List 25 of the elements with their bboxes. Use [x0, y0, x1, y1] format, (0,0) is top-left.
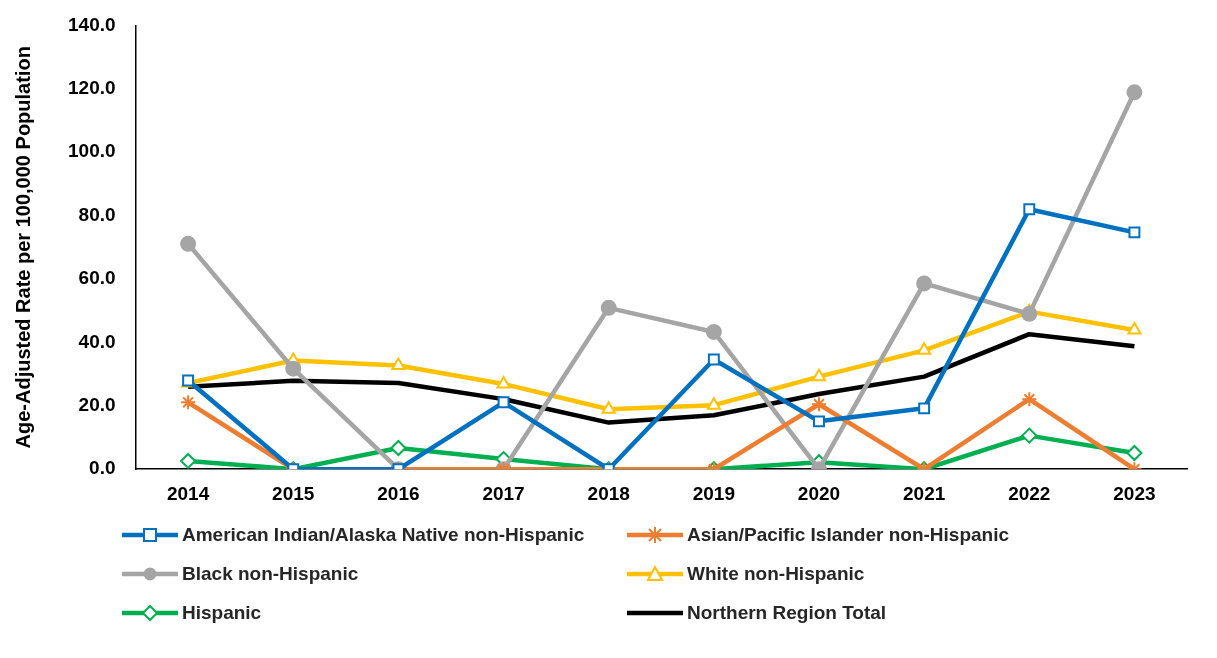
- legend-label: American Indian/Alaska Native non-Hispanic: [182, 524, 585, 546]
- y-tick-label: 80.0: [78, 203, 116, 225]
- y-tick-label: 140.0: [68, 13, 116, 35]
- y-tick-label: 60.0: [78, 267, 116, 289]
- x-tick-label: 2018: [587, 482, 630, 504]
- y-axis-title: Age-Adjusted Rate per 100,000 Population: [11, 46, 34, 449]
- x-tick-label: 2015: [272, 482, 315, 504]
- legend-label: Asian/Pacific Islander non-Hispanic: [687, 524, 1010, 546]
- x-tick-label: 2021: [903, 482, 946, 504]
- x-tick-label: 2020: [797, 482, 841, 504]
- x-tick-label: 2019: [692, 482, 735, 504]
- y-tick-label: 40.0: [78, 330, 116, 352]
- legend-label: Hispanic: [182, 602, 262, 624]
- y-tick-label: 20.0: [78, 394, 116, 416]
- x-tick-label: 2016: [377, 482, 420, 504]
- x-tick-label: 2017: [482, 482, 525, 504]
- y-tick-label: 120.0: [68, 77, 116, 99]
- y-tick-label: 100.0: [68, 140, 116, 162]
- x-tick-label: 2014: [166, 482, 210, 504]
- legend-label: Black non-Hispanic: [182, 563, 359, 585]
- legend-label: White non-Hispanic: [687, 563, 865, 585]
- x-tick-label: 2022: [1008, 482, 1051, 504]
- legend-label: Northern Region Total: [687, 602, 887, 624]
- x-tick-label: 2023: [1113, 482, 1156, 504]
- y-tick-label: 0.0: [89, 457, 116, 479]
